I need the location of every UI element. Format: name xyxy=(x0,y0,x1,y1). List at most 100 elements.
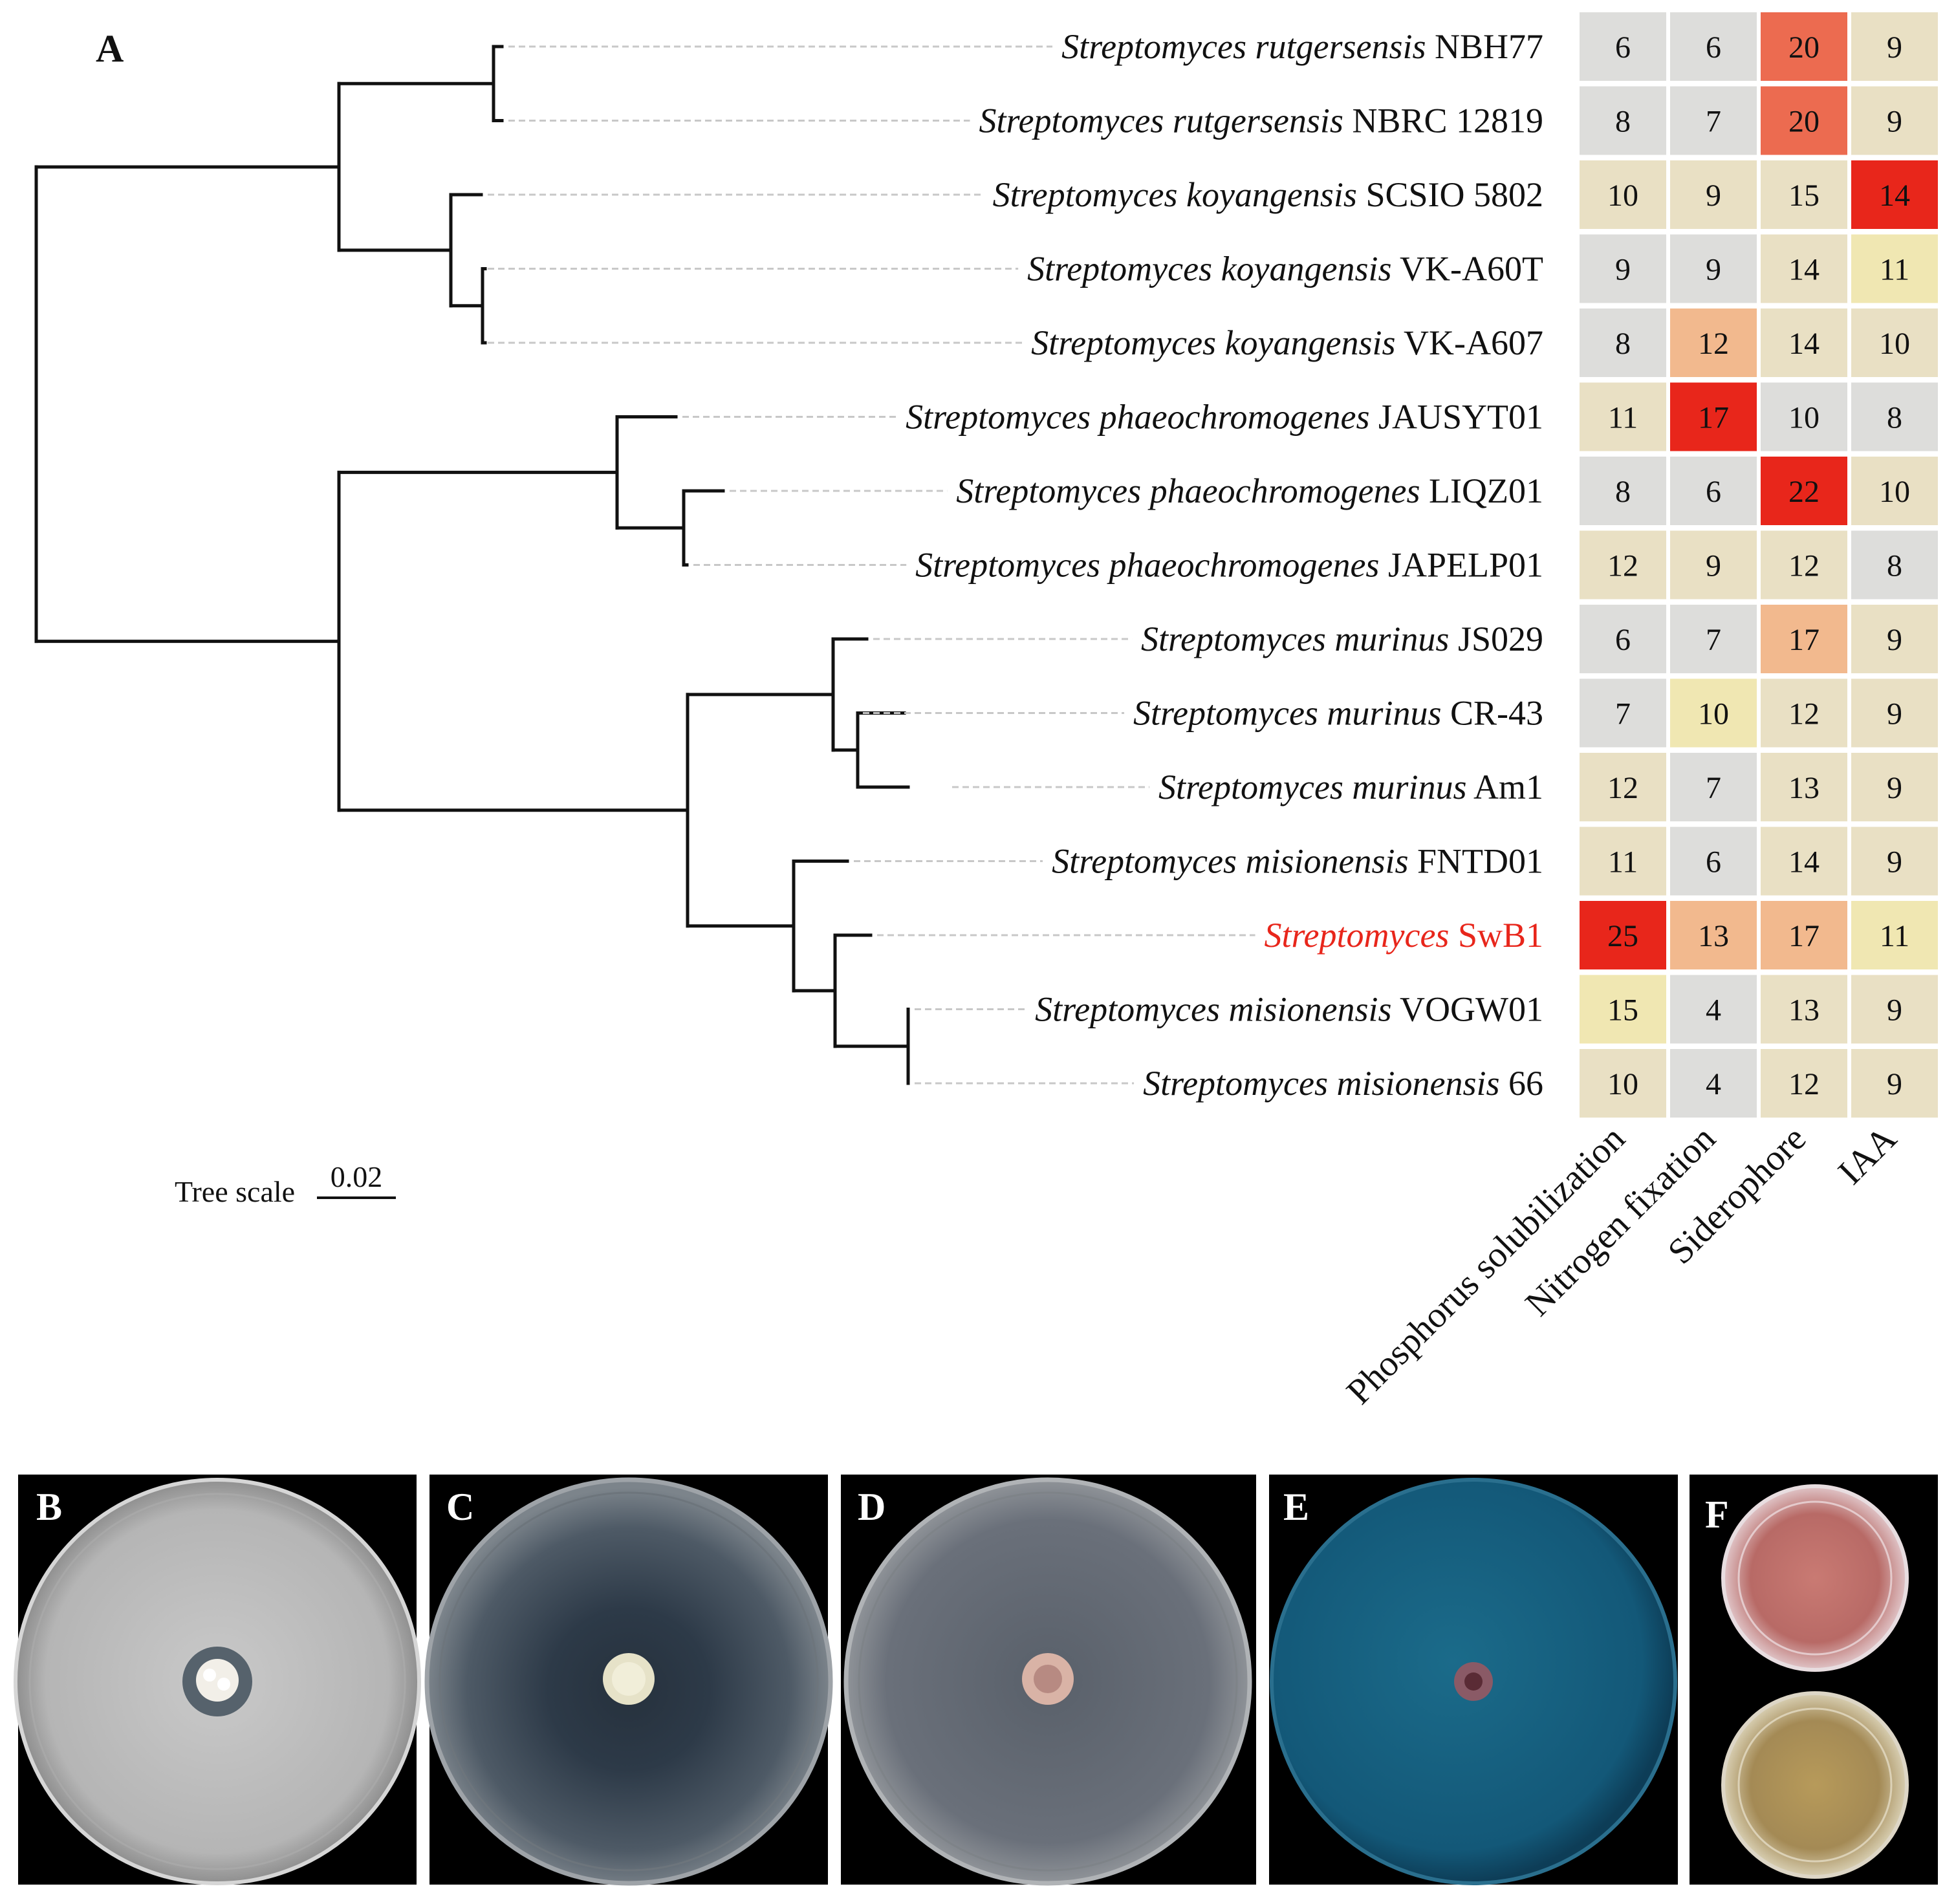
heatmap-cell xyxy=(1580,160,1666,229)
heatmap-value: 8 xyxy=(1615,327,1631,361)
taxon-label: Streptomyces phaeochromogenes JAPELP01 xyxy=(915,546,1543,585)
heatmap-value: 7 xyxy=(1706,623,1721,657)
heatmap-cell xyxy=(1851,234,1938,303)
well-amber xyxy=(1721,1691,1909,1879)
heatmap-value: 6 xyxy=(1706,845,1721,880)
heatmap-cell xyxy=(1670,753,1757,821)
heatmap-cell xyxy=(1670,605,1757,673)
heatmap-cell xyxy=(1761,827,1847,896)
heatmap-cell xyxy=(1761,457,1847,525)
heatmap-cell xyxy=(1580,86,1666,155)
taxon-strain: NBRC 12819 xyxy=(1343,102,1543,140)
heatmap-cell xyxy=(1851,1049,1938,1118)
heatmap-value: 12 xyxy=(1698,327,1729,361)
heatmap-value: 12 xyxy=(1788,1067,1820,1101)
heatmap-value: 10 xyxy=(1607,178,1638,213)
taxon-label: Streptomyces murinus JS029 xyxy=(1141,620,1543,658)
heatmap-value: 6 xyxy=(1706,475,1721,509)
taxon-genus-species: Streptomyces murinus xyxy=(1158,768,1466,806)
panel-a-label: A xyxy=(96,27,124,70)
heatmap-value: 22 xyxy=(1788,475,1820,509)
heatmap-value: 8 xyxy=(1887,549,1902,583)
taxon-strain: VK-A607 xyxy=(1396,323,1544,362)
heatmap-value: 4 xyxy=(1706,1067,1721,1101)
label-backing xyxy=(1043,841,1543,881)
heatmap-cell xyxy=(1851,382,1938,451)
heatmap-value: 12 xyxy=(1788,697,1820,731)
heatmap-value: 9 xyxy=(1706,549,1721,583)
heatmap-cell xyxy=(1851,827,1938,896)
taxon-genus-species: Streptomyces phaeochromogenes xyxy=(906,398,1369,437)
heatmap-value: 7 xyxy=(1706,771,1721,805)
heatmap-value: 11 xyxy=(1880,919,1909,953)
taxon-label: Streptomyces misionensis 66 xyxy=(1143,1064,1543,1103)
heatmap-cell xyxy=(1670,1049,1757,1118)
heatmap-value: 12 xyxy=(1607,771,1638,805)
heatmap-value: 14 xyxy=(1788,253,1820,287)
heatmap-cell xyxy=(1580,457,1666,525)
taxon-strain: NBH77 xyxy=(1426,27,1543,66)
heatmap-cell xyxy=(1851,86,1938,155)
label-backing xyxy=(983,175,1543,214)
heatmap-value: 9 xyxy=(1887,845,1902,880)
heatmap-value: 9 xyxy=(1887,105,1902,139)
photo-panel-d: D xyxy=(841,1475,1256,1886)
taxon-label: Streptomyces koyangensis VK-A607 xyxy=(1031,323,1543,362)
heatmap-value: 10 xyxy=(1788,401,1820,435)
heatmap-value: 9 xyxy=(1887,993,1902,1028)
heatmap-value: 12 xyxy=(1607,549,1638,583)
heatmap-value: 10 xyxy=(1879,327,1910,361)
tree-scale-label: Tree scale xyxy=(175,1175,295,1208)
heatmap-cell xyxy=(1580,678,1666,748)
heatmap-cell xyxy=(1670,382,1757,451)
taxon-genus-species: Streptomyces misionensis xyxy=(1035,990,1391,1029)
taxon-labels: Streptomyces rutgersensis NBH77 Streptomy… xyxy=(896,27,1544,1103)
panel-b-label: B xyxy=(36,1486,62,1528)
taxon-strain: Am1 xyxy=(1466,768,1543,806)
heatmap-cell xyxy=(1580,382,1666,451)
taxon-genus-species: Streptomyces misionensis xyxy=(1143,1064,1499,1103)
heatmap-cell xyxy=(1851,160,1938,229)
heatmap-value: 10 xyxy=(1879,475,1910,509)
heatmap-cell xyxy=(1580,753,1666,821)
heatmap-cell xyxy=(1851,678,1938,748)
label-backing xyxy=(1149,768,1543,806)
heatmap-value: 9 xyxy=(1615,253,1631,287)
taxon-strain: 66 xyxy=(1500,1064,1544,1103)
heatmap-cell xyxy=(1761,86,1847,155)
heatmap-value: 6 xyxy=(1615,30,1631,65)
heatmap-value: 10 xyxy=(1607,1067,1638,1101)
heatmap-cell xyxy=(1761,753,1847,821)
heatmap-value: 10 xyxy=(1698,697,1729,731)
taxon-genus-species: Streptomyces koyangensis xyxy=(1027,250,1391,288)
heatmap-value: 25 xyxy=(1607,919,1638,953)
photo-panel-c: C xyxy=(424,1475,833,1886)
taxon-genus-species: Streptomyces phaeochromogenes xyxy=(915,546,1379,585)
heatmap-cell xyxy=(1580,530,1666,600)
taxon-label: Streptomyces rutgersensis NBH77 xyxy=(1061,27,1543,66)
taxon-label: Streptomyces koyangensis SCSIO 5802 xyxy=(993,175,1543,214)
heatmap-value: 11 xyxy=(1608,845,1638,880)
heatmap-cell xyxy=(1580,605,1666,673)
taxon-genus-species: Streptomyces xyxy=(1265,916,1450,955)
heatmap-column-header: IAA xyxy=(1831,1118,1905,1193)
heatmap-cell xyxy=(1761,308,1847,377)
taxon-label: Streptomyces murinus Am1 xyxy=(1158,768,1543,806)
heatmap-value: 7 xyxy=(1615,697,1631,731)
heatmap-value: 17 xyxy=(1788,919,1820,953)
taxon-strain: CR-43 xyxy=(1441,694,1543,733)
heatmap-value: 8 xyxy=(1615,105,1631,139)
heatmap-cell xyxy=(1670,975,1757,1044)
label-backing xyxy=(896,397,1543,437)
heatmap-value: 13 xyxy=(1788,771,1820,805)
heatmap-value: 9 xyxy=(1887,1067,1902,1101)
taxon-strain: JAUSYT01 xyxy=(1369,398,1543,437)
heatmap-value: 9 xyxy=(1887,697,1902,731)
heatmap-cell xyxy=(1580,901,1666,969)
tree-scale-bar: Tree scale 0.02 xyxy=(175,1160,396,1208)
heatmap-value: 11 xyxy=(1880,253,1909,287)
heatmap-value: 8 xyxy=(1615,475,1631,509)
taxon-strain: FNTD01 xyxy=(1408,842,1543,881)
taxon-strain: JS029 xyxy=(1449,620,1543,658)
